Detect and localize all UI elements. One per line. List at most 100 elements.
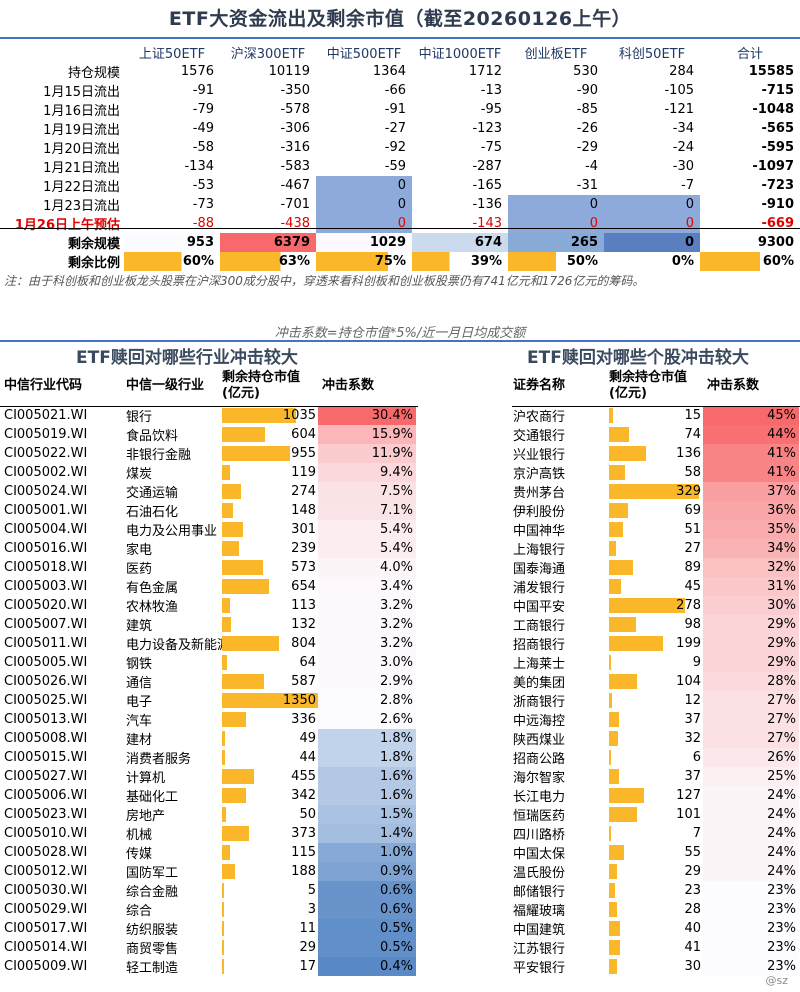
col-industry-impact: 冲击系数: [322, 378, 375, 393]
industry-impact: 1.8%: [318, 748, 416, 767]
etf-value-cell: -701: [280, 197, 310, 212]
stock-impact: 23%: [703, 900, 799, 919]
industry-heading: ETF赎回对哪些行业冲击较大: [76, 348, 298, 368]
etf-value-cell: -350: [280, 83, 310, 98]
stock-impact: 36%: [703, 501, 799, 520]
industry-value-bar: [222, 921, 224, 936]
stock-row: 浙商银行 12 27%: [513, 691, 799, 710]
etf-value-cell: -7: [681, 178, 694, 193]
industry-impact: 1.6%: [318, 786, 416, 805]
stock-row: 美的集团 104 28%: [513, 672, 799, 691]
stock-value-cell: 41: [609, 938, 703, 957]
etf-flow-row: 1月22日流出 -53 -467 0 -165 -31 -7 -723: [0, 176, 800, 195]
etf-row-label: 1月19日流出: [43, 123, 120, 138]
etf-value-cell: -91: [192, 83, 214, 98]
industry-row: CI005005.WI 钢铁 64 3.0%: [4, 653, 416, 672]
industry-code: CI005013.WI: [4, 712, 88, 727]
stock-value: 104: [676, 674, 701, 689]
stock-impact: 28%: [703, 672, 799, 691]
etf-flow-row: 1月26日上午预估 -88 -438 0 -143 0 0 -669: [0, 214, 800, 233]
industry-name: 纺织服装: [126, 923, 179, 938]
industry-impact: 1.4%: [318, 824, 416, 843]
etf-flow-row: 1月15日流出 -91 -350 -66 -13 -90 -105 -715: [0, 81, 800, 100]
industry-row: CI005015.WI 消费者服务 44 1.8%: [4, 748, 416, 767]
stock-row: 中国平安 278 30%: [513, 596, 799, 615]
stock-row: 招商银行 199 29%: [513, 634, 799, 653]
industry-name: 基础化工: [126, 790, 179, 805]
stock-value: 101: [676, 807, 701, 822]
stock-name: 长江电力: [513, 790, 566, 805]
etf-value-cell: -90: [576, 83, 598, 98]
industry-impact: 1.0%: [318, 843, 416, 862]
stock-impact: 23%: [703, 957, 799, 976]
industry-row: CI005024.WI 交通运输 274 7.5%: [4, 482, 416, 501]
industry-code: CI005005.WI: [4, 655, 88, 670]
etf-col-header: 沪深300ETF: [230, 46, 306, 62]
etf-value-cell: 10119: [268, 64, 310, 79]
stock-value: 127: [676, 788, 701, 803]
industry-name: 有色金属: [126, 581, 179, 596]
etf-row-label: 1月20日流出: [43, 142, 120, 157]
stock-value: 7: [692, 826, 701, 841]
stock-value: 74: [684, 427, 701, 442]
industry-value-cell: 115: [222, 843, 318, 862]
industry-value-bar: [222, 503, 233, 518]
stock-name: 福耀玻璃: [513, 904, 566, 919]
stock-value-bar: [609, 731, 618, 746]
etf-row-label: 1月16日流出: [43, 104, 120, 119]
stock-value-bar: [609, 427, 630, 442]
industry-value-bar: [222, 845, 231, 860]
etf-flow-row: 1月16日流出 -79 -578 -91 -95 -85 -121 -1048: [0, 100, 800, 119]
industry-value: 113: [291, 598, 316, 613]
etf-value-cell: -438: [280, 216, 310, 231]
stock-value-cell: 98: [609, 615, 703, 634]
etf-row-label: 剩余规模: [67, 237, 120, 252]
etf-row-label: 持仓规模: [67, 66, 120, 81]
industry-row: CI005021.WI 银行 1035 30.4%: [4, 406, 416, 425]
etf-flow-row: 1月20日流出 -58 -316 -92 -75 -29 -24 -595: [0, 138, 800, 157]
industry-code: CI005015.WI: [4, 750, 88, 765]
stock-value-cell: 278: [609, 596, 703, 615]
stock-row: 陕西煤业 32 27%: [513, 729, 799, 748]
etf-value-cell: -136: [472, 197, 502, 212]
stock-value-cell: 27: [609, 539, 703, 558]
stock-impact: 27%: [703, 710, 799, 729]
etf-value-cell: -316: [280, 140, 310, 155]
industry-row: CI005008.WI 建材 49 1.8%: [4, 729, 416, 748]
industry-row: CI005025.WI 电子 1350 2.8%: [4, 691, 416, 710]
etf-flow-row: 剩余规模 953 6379 1029 674 265 0 9300: [0, 233, 800, 252]
stock-row: 上海莱士 9 29%: [513, 653, 799, 672]
stock-value-bar: [609, 921, 620, 936]
stock-impact: 25%: [703, 767, 799, 786]
etf-col-header: 科创50ETF: [618, 46, 686, 62]
industry-row: CI005010.WI 机械 373 1.4%: [4, 824, 416, 843]
stock-value-bar: [609, 693, 613, 708]
etf-value-cell: -669: [761, 216, 794, 231]
stock-impact: 37%: [703, 482, 799, 501]
etf-value-cell: 9300: [757, 235, 794, 250]
etf-value-cell: 284: [669, 64, 694, 79]
stock-value: 12: [684, 693, 701, 708]
etf-value-cell: 953: [124, 233, 220, 252]
industry-row: CI005014.WI 商贸零售 29 0.5%: [4, 938, 416, 957]
industry-name: 传媒: [126, 847, 153, 862]
stock-value: 37: [684, 712, 701, 727]
etf-flow-row: 剩余比例 60% 63% 75% 39% 50% 0% 60%: [0, 252, 800, 271]
etf-value-cell: -29: [576, 140, 598, 155]
stock-impact: 27%: [703, 729, 799, 748]
stock-impact: 34%: [703, 539, 799, 558]
industry-value: 301: [291, 522, 316, 537]
stock-value: 51: [684, 522, 701, 537]
col-industry-value: 剩余持仓市值(亿元): [222, 370, 301, 401]
industry-value-cell: 373: [222, 824, 318, 843]
industry-value: 29: [299, 940, 316, 955]
industry-value: 1035: [282, 408, 316, 423]
etf-value-cell: 530: [573, 64, 598, 79]
stock-value-bar: [609, 408, 614, 423]
stock-value-bar: [609, 959, 618, 974]
industry-row: CI005026.WI 通信 587 2.9%: [4, 672, 416, 691]
industry-impact: 30.4%: [318, 406, 416, 425]
etf-value-cell: 1364: [372, 64, 406, 79]
industry-value-bar: [222, 731, 226, 746]
stock-name: 陕西煤业: [513, 733, 566, 748]
